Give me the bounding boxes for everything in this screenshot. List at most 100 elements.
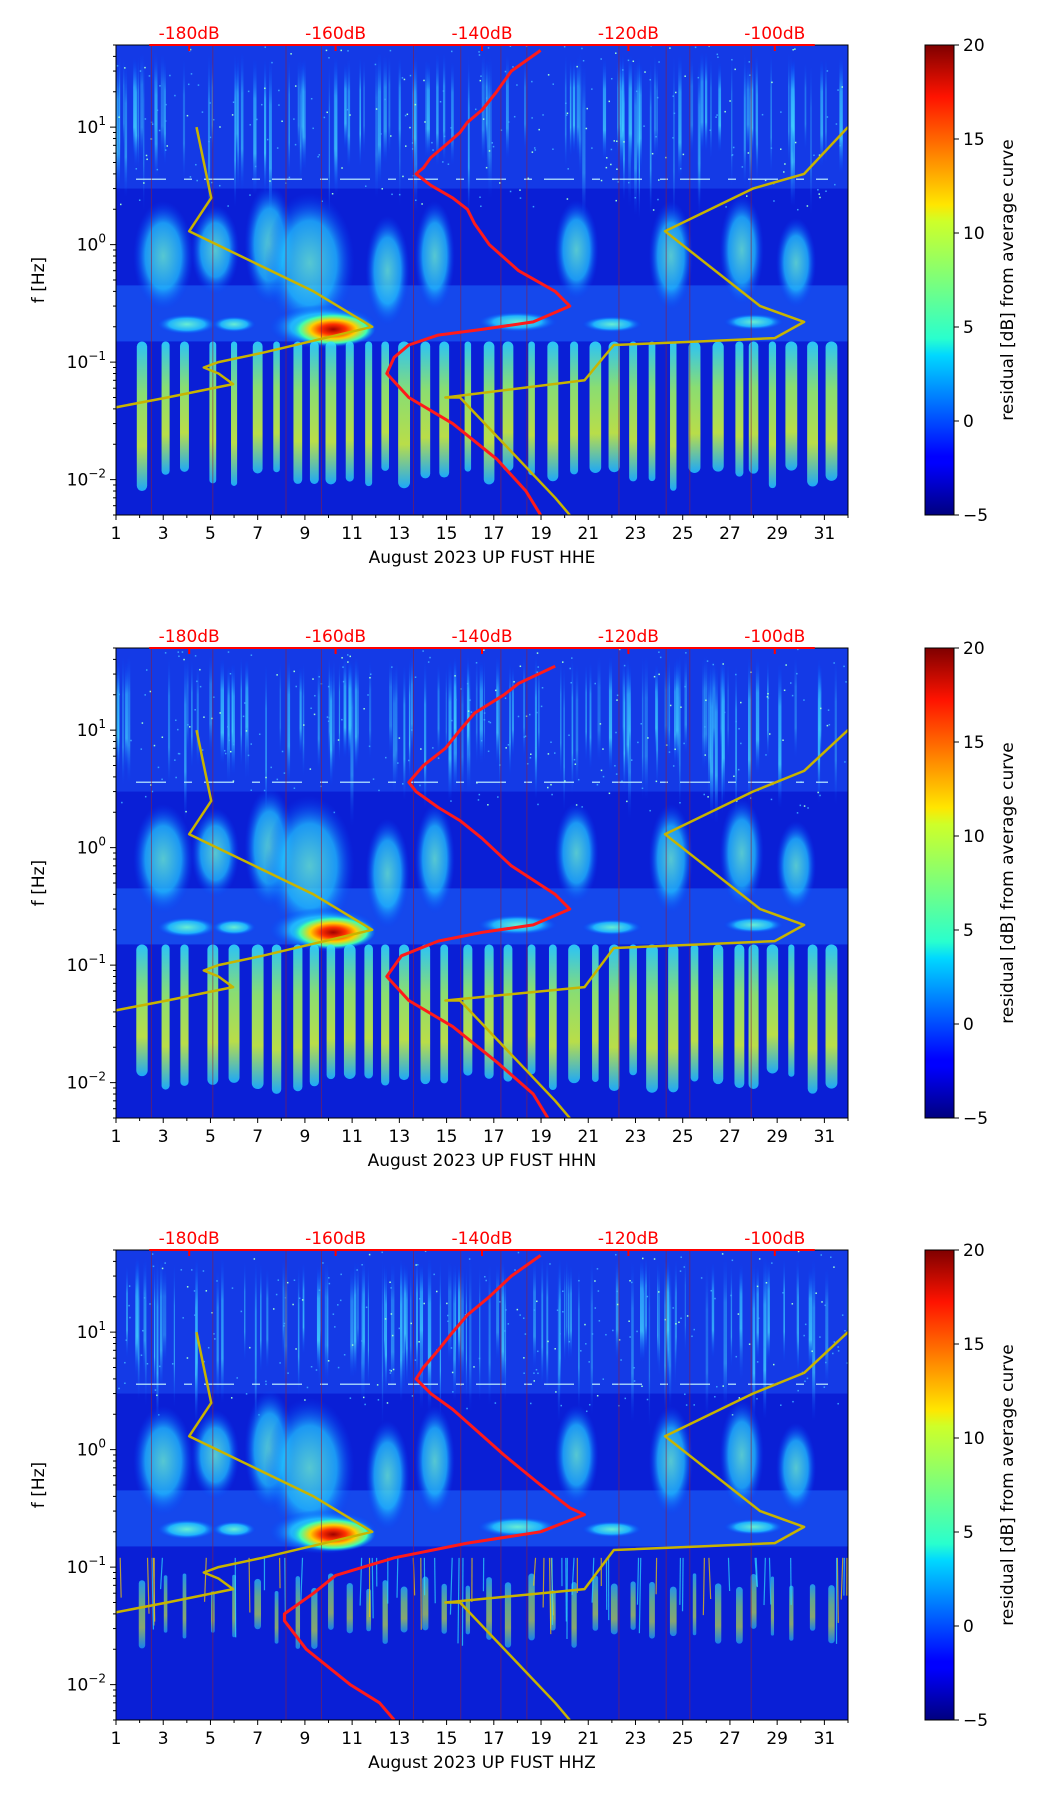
speckle — [594, 1280, 596, 1282]
speckle — [658, 651, 660, 653]
speckle — [227, 651, 230, 653]
speckle — [414, 103, 417, 106]
speckle — [337, 1304, 339, 1306]
speckle — [326, 716, 329, 718]
speckle — [577, 778, 580, 781]
lp-bar — [486, 1577, 492, 1640]
speckle — [738, 727, 740, 730]
hf-streak — [723, 1256, 728, 1410]
hf-streak — [398, 56, 401, 160]
colorbar-tick-label: −5 — [963, 1711, 988, 1731]
speckle — [191, 1269, 193, 1271]
speckle — [421, 203, 423, 205]
speckle — [770, 147, 773, 149]
speckle — [832, 1352, 834, 1355]
speckle — [452, 1391, 454, 1393]
lp-bar — [400, 1586, 408, 1633]
hf-streak — [135, 1260, 138, 1379]
speckle — [537, 1350, 539, 1353]
hf-streak — [302, 57, 306, 171]
speckle — [749, 74, 751, 76]
hf-streak — [752, 1260, 756, 1422]
speckle — [478, 54, 481, 56]
speckle — [783, 689, 786, 692]
speckle — [623, 664, 626, 667]
speckle — [697, 76, 700, 79]
hf-streak — [144, 1256, 147, 1407]
hf-streak — [589, 661, 592, 771]
hf-streak — [357, 660, 359, 764]
speckle — [190, 73, 193, 75]
speckle — [628, 1320, 630, 1322]
hf-streak — [731, 53, 733, 189]
speckle — [569, 667, 571, 670]
hf-streak — [384, 1266, 388, 1394]
speckle — [256, 118, 258, 121]
hf-streak — [410, 655, 413, 754]
hf-streak — [265, 662, 267, 816]
speckle — [281, 120, 283, 123]
speckle — [261, 103, 263, 106]
speckle — [278, 104, 280, 106]
lp-bar — [825, 341, 838, 481]
x-tick-label: 13 — [389, 524, 411, 544]
speckle — [841, 1314, 844, 1316]
hf-streak — [163, 59, 166, 166]
lp-bar — [326, 944, 336, 1080]
speckle — [803, 805, 806, 807]
speckle — [568, 1340, 571, 1343]
storm-glow — [414, 1406, 455, 1517]
hf-streak — [746, 63, 750, 151]
hf-streak — [401, 1259, 405, 1392]
hf-streak — [578, 52, 582, 177]
storm-glow — [719, 798, 764, 909]
hf-streak — [653, 54, 656, 162]
lp-bar — [365, 341, 373, 487]
speckle — [732, 146, 735, 149]
hf-streak — [727, 661, 729, 759]
x-tick-label: 25 — [672, 1127, 694, 1147]
lp-thread — [836, 1557, 839, 1623]
speckle — [782, 739, 784, 741]
lp-bar — [274, 1590, 279, 1644]
hf-streak — [354, 655, 358, 772]
hf-streak — [570, 1265, 572, 1359]
speckle — [846, 1362, 848, 1364]
speckle — [566, 112, 569, 115]
speckle — [612, 1329, 614, 1332]
speckle — [605, 157, 608, 159]
speckle — [416, 1263, 419, 1266]
hf-streak — [523, 59, 527, 152]
colorbar-tick-label: 20 — [963, 36, 985, 56]
speckle — [588, 1361, 590, 1363]
speckle — [318, 1289, 321, 1291]
speckle — [581, 47, 583, 50]
hf-streak — [657, 1260, 659, 1368]
hf-streak — [505, 54, 509, 160]
speckle — [269, 180, 271, 182]
speckle — [208, 140, 210, 143]
speckle — [599, 723, 602, 725]
colorbar-tick-label: 0 — [963, 1015, 974, 1035]
speckle — [629, 1279, 631, 1282]
speckle — [704, 726, 706, 728]
hf-streak — [839, 55, 843, 175]
lp-bar — [422, 1576, 429, 1631]
speckle — [685, 1404, 688, 1406]
speckle — [721, 1253, 724, 1255]
lp-bar — [161, 944, 170, 1090]
speckle — [504, 1330, 506, 1332]
y-tick-label: 100 — [77, 232, 106, 256]
speckle — [610, 78, 613, 80]
hf-streak — [743, 60, 746, 188]
hf-streak — [159, 1256, 163, 1391]
lp-bar — [528, 341, 535, 476]
storm-glow — [264, 1397, 355, 1538]
hf-streak — [735, 664, 738, 815]
speckle — [523, 1372, 525, 1374]
speckle — [161, 736, 164, 738]
hf-streak — [404, 1263, 407, 1364]
lp-bar — [346, 1582, 353, 1634]
speckle — [547, 74, 550, 76]
